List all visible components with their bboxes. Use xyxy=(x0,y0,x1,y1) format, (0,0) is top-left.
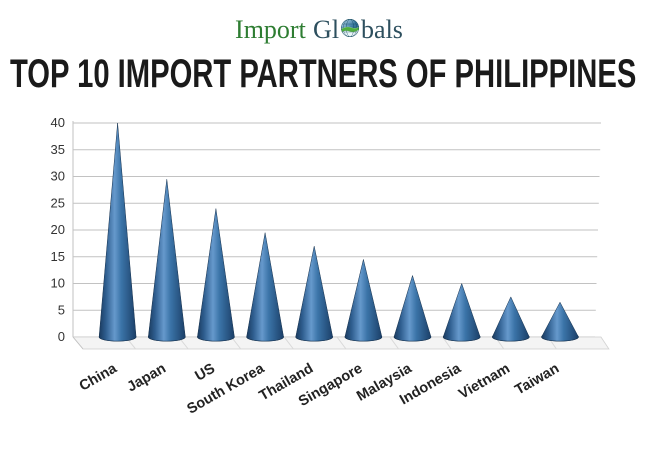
svg-text:40: 40 xyxy=(51,115,65,130)
svg-text:30: 30 xyxy=(51,169,65,184)
svg-text:15: 15 xyxy=(51,249,65,264)
svg-text:China: China xyxy=(77,360,121,394)
svg-text:Japan: Japan xyxy=(124,361,168,396)
svg-text:10: 10 xyxy=(51,276,65,291)
svg-text:0: 0 xyxy=(58,329,65,344)
svg-text:Taiwan: Taiwan xyxy=(512,361,562,399)
svg-text:35: 35 xyxy=(51,142,65,157)
svg-text:5: 5 xyxy=(58,302,65,317)
svg-text:Vietnam: Vietnam xyxy=(456,361,513,403)
svg-text:25: 25 xyxy=(51,195,65,210)
svg-text:US: US xyxy=(192,360,218,384)
svg-text:20: 20 xyxy=(51,222,65,237)
